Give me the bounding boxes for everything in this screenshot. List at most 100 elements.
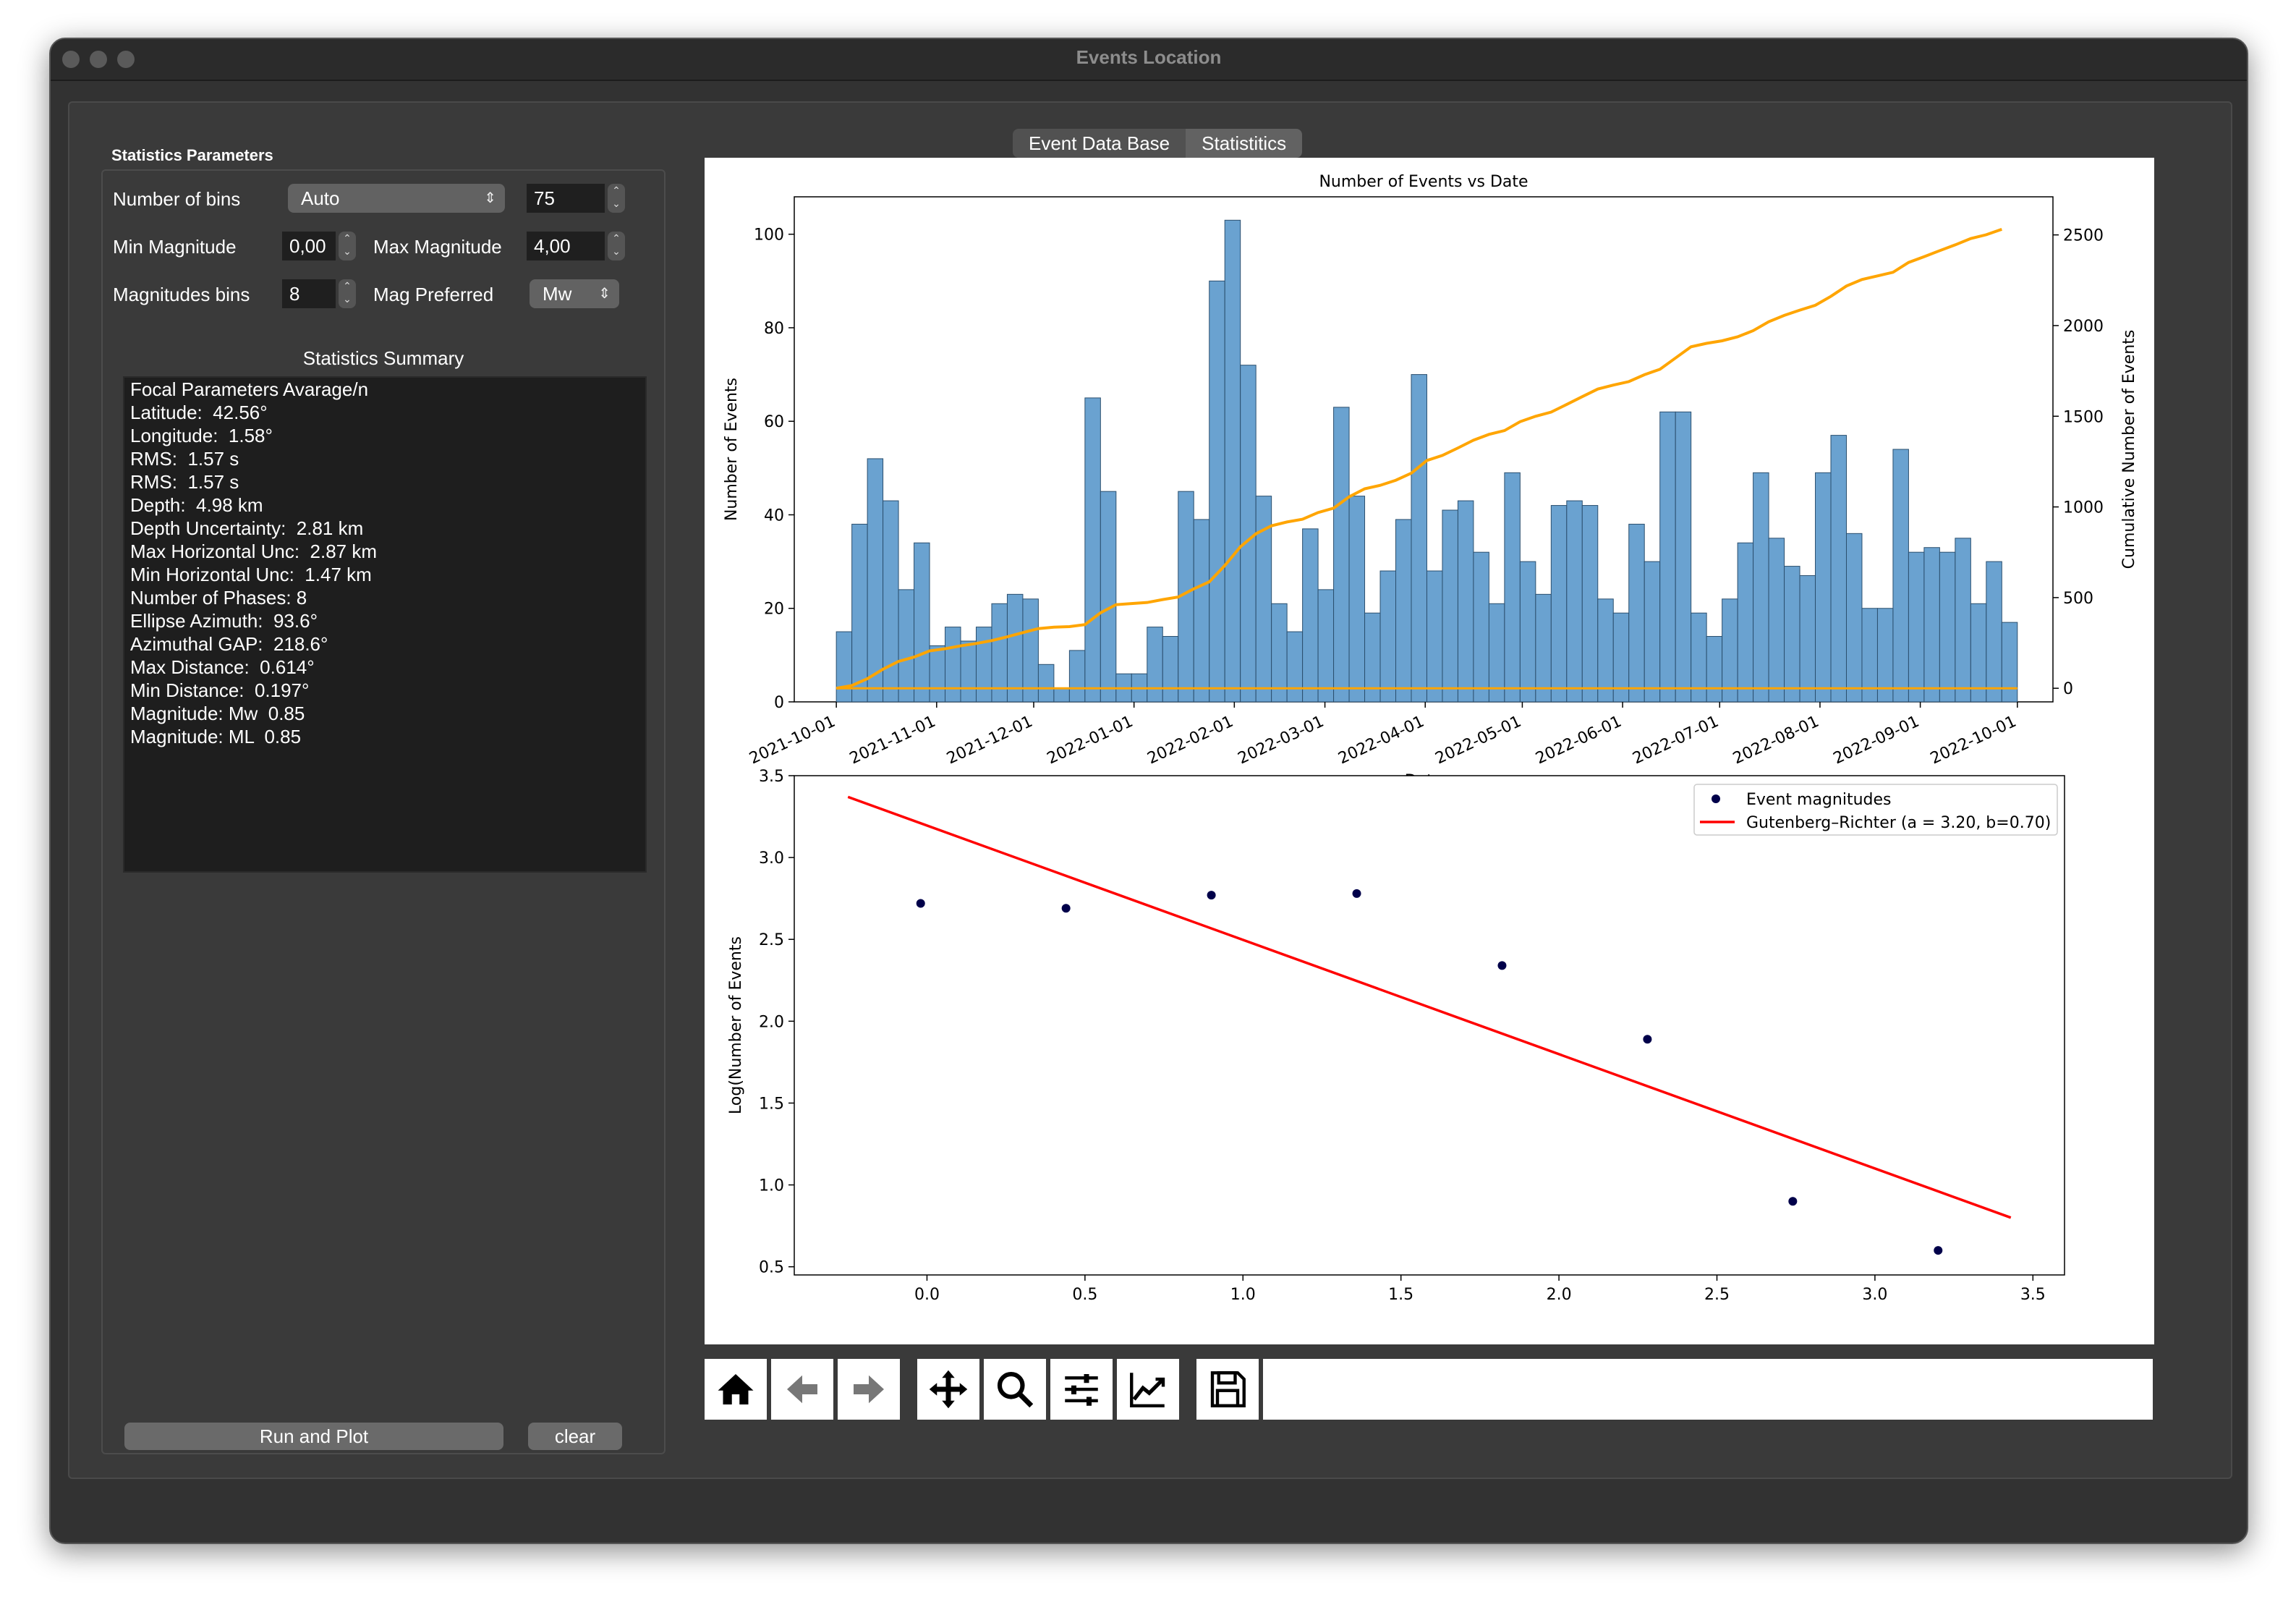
magnitude-bins-stepper[interactable]: ⌃ ⌄ — [339, 279, 356, 308]
min-magnitude-stepper[interactable]: ⌃ ⌄ — [339, 232, 356, 260]
histogram-bar — [929, 645, 946, 703]
updown-chevron-icon: ⇕ — [598, 286, 611, 302]
save-button[interactable] — [1196, 1359, 1259, 1420]
chart-figure: Number of Events vs Date0204060801000500… — [723, 173, 2138, 1304]
configure-subplots-button[interactable] — [1050, 1359, 1113, 1420]
nbins-label: Number of bins — [113, 188, 241, 210]
coordinates-display — [1263, 1359, 2153, 1420]
magnitude-point — [1934, 1246, 1943, 1255]
histogram-bar — [1986, 561, 2002, 703]
y2-tick-label: 1500 — [2063, 408, 2104, 426]
nbins-stepper[interactable]: ⌃ ⌄ — [608, 184, 625, 213]
histogram-bar — [1426, 570, 1443, 703]
tab-event-data-base[interactable]: Event Data Base — [1013, 129, 1186, 158]
histogram-bar — [1302, 528, 1319, 703]
histogram-bar — [1457, 500, 1474, 703]
histogram-bar — [1706, 636, 1723, 703]
pan-icon — [929, 1370, 968, 1409]
magnitude-point — [1643, 1035, 1652, 1044]
histogram-bar — [898, 589, 915, 703]
histogram-bar — [2001, 622, 2018, 703]
histogram-bar — [1644, 561, 1661, 703]
edit-axis-button[interactable] — [1117, 1359, 1179, 1420]
mag-preferred-select[interactable]: Mw ⇕ — [530, 279, 619, 308]
x-tick-label: 2022-07-01 — [1630, 713, 1721, 768]
magnitude-bins-spinbox[interactable]: 8 — [282, 279, 336, 308]
magnitude-point — [1061, 904, 1071, 913]
x-tick-label: 3.5 — [2020, 1286, 2046, 1304]
x-tick-label: 2022-08-01 — [1730, 713, 1821, 768]
histogram-bar — [1395, 519, 1412, 703]
histogram-bar — [1535, 593, 1552, 703]
histogram-bar — [1597, 598, 1614, 703]
histogram-bar — [1053, 687, 1070, 703]
pan-button[interactable] — [917, 1359, 979, 1420]
configure-subplots-icon — [1065, 1374, 1098, 1406]
back-icon — [787, 1375, 817, 1404]
y-tick-label: 80 — [764, 320, 784, 338]
y-tick-label: 2.0 — [759, 1013, 784, 1031]
histogram-bar — [1411, 374, 1427, 703]
histogram-bar — [1815, 472, 1832, 703]
zoom-button[interactable] — [984, 1359, 1046, 1420]
y2-tick-label: 2000 — [2063, 318, 2104, 336]
histogram-bar — [1473, 551, 1489, 703]
summary-line: Depth: 4.98 km — [130, 494, 263, 516]
minimize-window-button[interactable] — [90, 51, 107, 68]
x-tick-label: 2022-05-01 — [1433, 713, 1524, 768]
nbins-mode-select[interactable]: Auto ⇕ — [288, 184, 505, 213]
y2-tick-label: 1000 — [2063, 499, 2104, 517]
statistics-summary-text[interactable]: Focal Parameters Avarage/n Latitude: 42.… — [123, 376, 647, 873]
plot-canvas[interactable]: Number of Events vs Date 0 20 40 60 80 100 0 500… — [705, 158, 2154, 1344]
summary-line: Max Distance: 0.614° — [130, 656, 315, 678]
min-magnitude-spinbox[interactable]: 0,00 — [282, 232, 336, 260]
histogram-bar — [851, 523, 868, 703]
max-magnitude-stepper[interactable]: ⌃ ⌄ — [608, 232, 625, 260]
histogram-bar — [1255, 496, 1272, 703]
y2-tick-label: 2500 — [2063, 227, 2104, 245]
histogram-bar — [1768, 538, 1785, 703]
x-tick-label: 0.5 — [1072, 1286, 1097, 1304]
close-window-button[interactable] — [62, 51, 80, 68]
histogram-bar — [1317, 589, 1335, 703]
tab-statistics[interactable]: Statistitics — [1186, 129, 1303, 158]
histogram-bar — [1193, 519, 1210, 703]
plot-toolbar — [705, 1359, 2153, 1420]
max-magnitude-spinbox[interactable]: 4,00 — [527, 232, 605, 260]
histogram-bar — [1224, 219, 1241, 703]
y-axis-label: Number of Events — [723, 378, 741, 521]
y-tick-label: 2.5 — [759, 931, 784, 949]
histogram-bar — [1628, 523, 1645, 703]
histogram-bar — [1955, 538, 1971, 703]
histogram-bar — [1037, 664, 1055, 703]
histogram-bar — [1006, 593, 1024, 703]
magnitude-point — [916, 899, 925, 908]
histogram-bar — [1737, 542, 1754, 703]
back-button[interactable] — [771, 1359, 833, 1420]
y-tick-label: 0 — [774, 694, 784, 712]
mag-preferred-label: Mag Preferred — [373, 284, 494, 305]
histogram-bar — [1799, 575, 1816, 703]
histogram-bar — [1845, 533, 1863, 703]
summary-line: RMS: 1.57 s — [130, 471, 239, 493]
edit-axis-icon — [1130, 1373, 1165, 1407]
forward-button[interactable] — [838, 1359, 900, 1420]
histogram-bar — [1566, 500, 1583, 703]
y-tick-label: 60 — [764, 413, 784, 431]
zoom-window-button[interactable] — [117, 51, 135, 68]
run-and-plot-button[interactable]: Run and Plot — [124, 1423, 503, 1450]
histogram-bar — [1550, 505, 1568, 703]
histogram-bar — [1908, 551, 1925, 703]
zoom-icon — [997, 1371, 1034, 1408]
nbins-spinbox[interactable]: 75 — [527, 184, 605, 213]
clear-button[interactable]: clear — [528, 1423, 622, 1450]
magnitude-point — [1788, 1197, 1798, 1206]
summary-line: Min Horizontal Unc: 1.47 km — [130, 564, 372, 585]
summary-line: RMS: 1.57 s — [130, 448, 239, 470]
statistics-parameters-group: Number of bins Auto ⇕ 75 ⌃ ⌄ Min Magnitud… — [101, 169, 666, 1454]
histogram-bar — [991, 603, 1008, 703]
histogram-bar — [1504, 472, 1521, 703]
y-tick-label: 3.0 — [759, 849, 784, 868]
home-button[interactable] — [705, 1359, 767, 1420]
y-tick-label: 3.5 — [759, 768, 784, 786]
